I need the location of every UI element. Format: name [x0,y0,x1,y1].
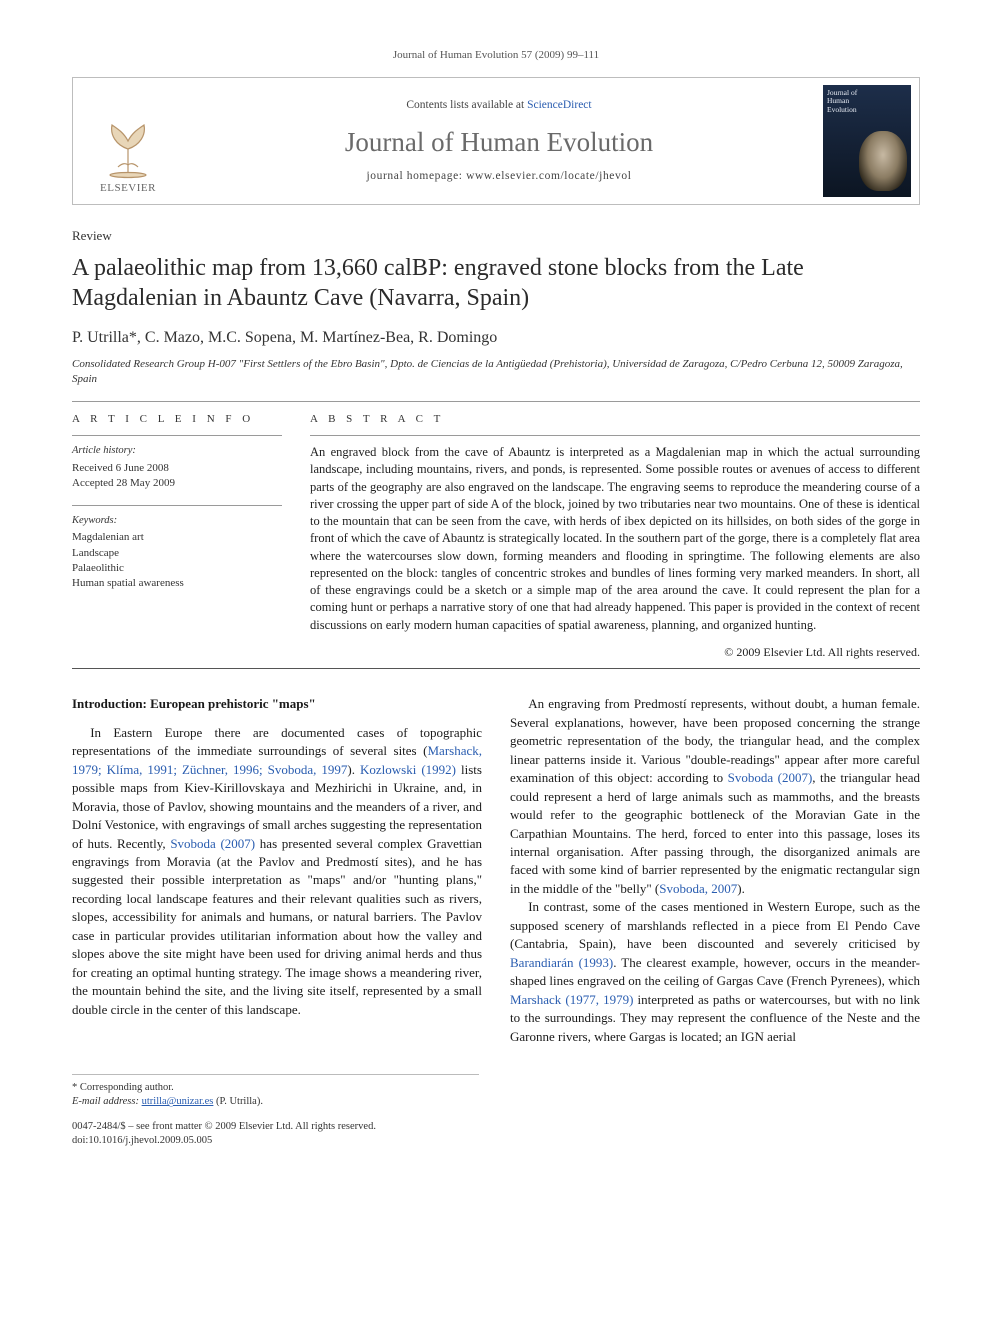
footer-row: 0047-2484/$ – see front matter © 2009 El… [72,1120,920,1149]
masthead: ELSEVIER Contents lists available at Sci… [72,77,920,205]
running-header: Journal of Human Evolution 57 (2009) 99–… [72,48,920,63]
article-info-heading: A R T I C L E I N F O [72,412,282,427]
accepted-date: Accepted 28 May 2009 [72,476,282,491]
email-line: E-mail address: utrilla@unizar.es (P. Ut… [72,1095,479,1109]
cover-line3: Evolution [827,105,857,114]
text-run: ). [347,762,360,777]
citation-link[interactable]: Svoboda (2007) [728,770,813,785]
contents-lists-line: Contents lists available at ScienceDirec… [406,98,591,114]
abstract-text: An engraved block from the cave of Abaun… [310,444,920,634]
body-columns: Introduction: European prehistoric "maps… [72,695,920,1046]
keywords-block: Keywords: Magdalenian art Landscape Pala… [72,514,282,591]
keyword: Landscape [72,546,282,561]
corresponding-author: * Corresponding author. [72,1081,479,1095]
contents-prefix: Contents lists available at [406,99,527,111]
info-rule-1 [72,435,282,436]
info-rule-2 [72,505,282,506]
text-run: In contrast, some of the cases mentioned… [510,899,920,951]
keyword: Human spatial awareness [72,576,282,591]
abstract-col: A B S T R A C T An engraved block from t… [310,412,920,660]
front-matter-line: 0047-2484/$ – see front matter © 2009 El… [72,1120,376,1134]
journal-cover-thumb: Journal of Human Evolution [823,85,911,197]
publisher-block: ELSEVIER [73,78,183,204]
email-suffix: (P. Utrilla). [213,1096,263,1107]
abstract-copyright: © 2009 Elsevier Ltd. All rights reserved… [310,644,920,661]
footnotes: * Corresponding author. E-mail address: … [72,1074,479,1110]
author-list: P. Utrilla*, C. Mazo, M.C. Sopena, M. Ma… [72,327,920,349]
article-type: Review [72,227,920,245]
author-email-link[interactable]: utrilla@unizar.es [142,1096,214,1107]
text-run: ). [737,881,745,896]
email-label: E-mail address: [72,1096,142,1107]
footer-left: 0047-2484/$ – see front matter © 2009 El… [72,1120,376,1149]
text-run: In Eastern Europe there are documented c… [72,725,482,758]
body-paragraph: In contrast, some of the cases mentioned… [510,898,920,1046]
homepage-prefix: journal homepage: [366,170,466,182]
page: Journal of Human Evolution 57 (2009) 99–… [0,0,992,1189]
citation-link[interactable]: Marshack (1977, 1979) [510,992,633,1007]
journal-homepage-line: journal homepage: www.elsevier.com/locat… [366,169,631,185]
journal-title: Journal of Human Evolution [345,124,653,161]
rule-below-abstract [72,668,920,669]
citation-link[interactable]: Barandiarán (1993) [510,955,613,970]
masthead-center: Contents lists available at ScienceDirec… [183,78,815,204]
info-abstract-row: A R T I C L E I N F O Article history: R… [72,402,920,668]
body-paragraph: An engraving from Predmostí represents, … [510,695,920,898]
abstract-heading: A B S T R A C T [310,412,920,427]
section-heading-intro: Introduction: European prehistoric "maps… [72,695,482,713]
text-run: , the triangular head could represent a … [510,770,920,896]
doi-line: doi:10.1016/j.jhevol.2009.05.005 [72,1134,376,1148]
paper-title: A palaeolithic map from 13,660 calBP: en… [72,253,920,313]
citation-link[interactable]: Svoboda, 2007 [659,881,737,896]
received-date: Received 6 June 2008 [72,461,282,476]
article-info-col: A R T I C L E I N F O Article history: R… [72,412,282,660]
homepage-url: www.elsevier.com/locate/jhevol [466,170,631,182]
elsevier-tree-icon [96,115,160,179]
cover-thumb-wrap: Journal of Human Evolution [815,78,919,204]
citation-link[interactable]: Kozlowski (1992) [360,762,456,777]
cover-skull-graphic [859,131,907,191]
text-run: has presented several complex Gravettian… [72,836,482,999]
body-paragraph: In Eastern Europe there are documented c… [72,724,482,1019]
keywords-head: Keywords: [72,514,282,528]
history-head: Article history: [72,444,282,458]
affiliation: Consolidated Research Group H-007 "First… [72,357,920,387]
abstract-rule [310,435,920,436]
sciencedirect-link[interactable]: ScienceDirect [527,99,592,111]
publisher-name: ELSEVIER [100,181,156,196]
keyword: Magdalenian art [72,530,282,545]
keyword: Palaeolithic [72,561,282,576]
citation-link[interactable]: Svoboda (2007) [170,836,255,851]
article-history: Article history: Received 6 June 2008 Ac… [72,444,282,491]
